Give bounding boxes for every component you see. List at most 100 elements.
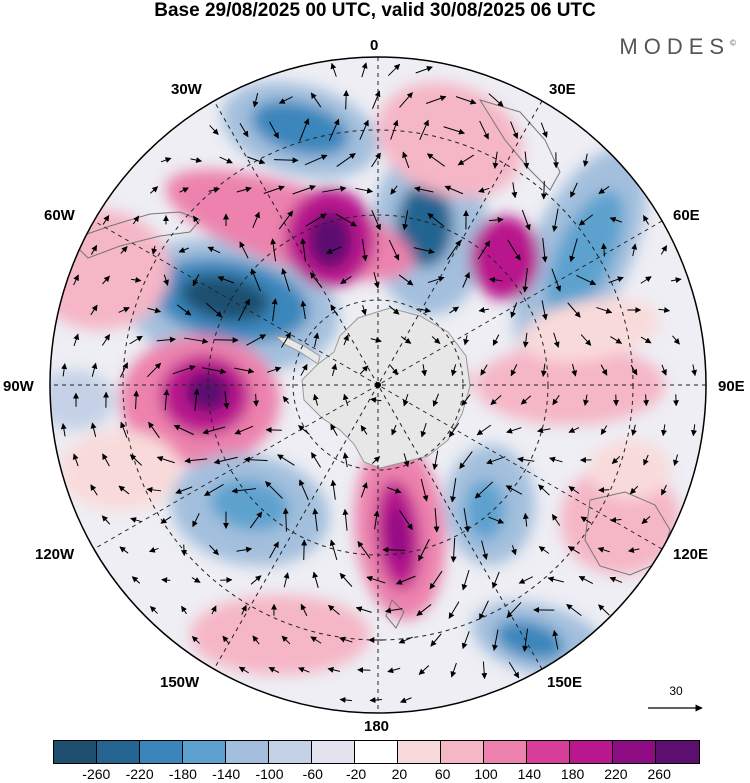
wind-vector-arrow	[448, 601, 460, 619]
colorbar-tick-label: -220	[125, 766, 154, 782]
wind-vector-arrow	[160, 516, 172, 524]
wind-vector-arrow	[282, 507, 289, 532]
wind-vector-arrow	[343, 334, 349, 346]
wind-vector-arrow	[511, 182, 518, 199]
wind-vector-arrow	[578, 575, 594, 585]
colorbar-tick-label: 180	[560, 766, 585, 782]
wind-vector-arrow	[447, 239, 461, 260]
wind-vector-arrow	[391, 424, 397, 436]
wind-vector-arrow	[538, 484, 550, 496]
colorbar-swatch	[226, 741, 269, 763]
wind-vector-arrow	[340, 275, 352, 285]
wind-vector-arrow	[90, 304, 98, 316]
wind-vector-arrow	[611, 456, 621, 465]
wind-vector-arrow	[450, 662, 457, 678]
wind-vector-arrow	[690, 424, 697, 437]
wind-vector-arrow	[598, 186, 610, 194]
wind-vector-arrow	[270, 238, 277, 262]
wind-vector-arrow	[246, 334, 267, 346]
wind-vector-arrow	[551, 208, 559, 232]
colorbar-swatch	[398, 741, 441, 763]
wind-vector-arrow	[488, 216, 504, 223]
wind-vector-arrow	[278, 96, 293, 104]
anomaly-blob	[308, 212, 352, 268]
vector-scale-label: 30	[669, 684, 683, 698]
wind-vector-arrow	[312, 571, 319, 588]
colorbar-tick-label: -60	[302, 766, 323, 782]
wind-vector-arrow	[146, 486, 162, 493]
wind-vector-arrow	[576, 275, 597, 285]
wind-vector-arrow	[491, 571, 500, 589]
colorbar-tick-label: 260	[647, 766, 671, 782]
wind-vector-arrow	[271, 298, 278, 322]
anomaly-blob	[495, 620, 565, 660]
longitude-label-150e: 150E	[547, 674, 583, 691]
brand-name: MODES	[619, 34, 731, 59]
colorbar-tick-label: -20	[345, 766, 367, 782]
wind-vector-arrow	[506, 427, 522, 434]
wind-vector-arrow	[400, 336, 412, 344]
wind-vector-arrow	[568, 486, 580, 494]
wind-vector-arrow	[193, 215, 199, 225]
wind-vector-arrow	[552, 394, 560, 406]
wind-vector-arrow	[339, 572, 353, 587]
wind-vector-arrow	[583, 394, 589, 406]
wind-vector-arrow	[643, 454, 649, 466]
wind-vector-arrow	[299, 479, 309, 501]
wind-vector-arrow	[219, 156, 233, 164]
anomaly-blob	[180, 274, 270, 322]
wind-vector-arrow	[370, 337, 382, 343]
brand-logo: MODES©	[619, 34, 736, 60]
wind-vector-arrow	[418, 539, 430, 562]
wind-vector-arrow	[241, 604, 247, 615]
wind-vector-arrow	[163, 274, 169, 286]
wind-vector-arrow	[395, 575, 416, 585]
wind-vector-arrow	[234, 367, 255, 374]
wind-vector-arrow	[120, 421, 128, 438]
south-america-coast	[69, 211, 201, 259]
wind-vector-arrow	[181, 544, 187, 557]
wind-vector-arrow	[418, 665, 430, 675]
wind-vector-arrow	[461, 569, 470, 591]
wind-vector-arrow	[300, 300, 307, 320]
wind-vector-arrow	[580, 334, 592, 346]
wind-vector-arrow	[118, 485, 130, 495]
wind-vector-arrow	[567, 546, 580, 554]
wind-vector-arrow	[102, 215, 110, 225]
longitude-label-30e: 30E	[549, 81, 576, 98]
wind-vector-arrow	[327, 666, 341, 673]
longitude-label-90e: 90E	[718, 378, 745, 395]
wind-vector-arrow	[101, 334, 111, 346]
wind-vector-arrow	[570, 182, 578, 198]
wind-vector-arrow	[609, 216, 622, 223]
wind-vector-arrow	[213, 456, 238, 465]
anomaly-blob	[210, 479, 290, 531]
wind-vector-arrow	[630, 364, 638, 376]
brand-copyright-mark: ©	[730, 38, 736, 48]
wind-vector-arrow	[305, 213, 327, 227]
wind-vector-arrow	[537, 427, 551, 434]
wind-vector-arrow	[120, 246, 128, 254]
wind-vector-arrow	[249, 511, 263, 529]
wind-vector-arrow	[217, 276, 235, 284]
wind-vector-arrow	[329, 539, 338, 561]
wind-vector-arrow	[641, 516, 651, 524]
wind-vector-arrow	[477, 240, 491, 260]
wind-vector-arrow	[151, 245, 158, 255]
wind-vector-arrow	[661, 484, 667, 496]
wind-vector-arrow	[252, 635, 260, 645]
wind-vector-arrow	[433, 507, 440, 533]
wind-vector-arrow	[571, 363, 578, 377]
wind-vector-arrow	[210, 605, 217, 615]
wind-vector-arrow	[61, 363, 68, 377]
wind-vector-arrow	[207, 246, 221, 254]
wind-vector-arrow	[73, 274, 79, 286]
wind-vector-arrow	[372, 90, 381, 110]
wind-vector-arrow	[149, 186, 159, 194]
wind-vector-arrow	[492, 151, 499, 169]
wind-vector-arrow	[416, 604, 432, 616]
wind-vector-arrow	[361, 305, 367, 316]
colorbar-tick-label: 220	[604, 766, 628, 782]
anomaly-blob	[546, 190, 624, 320]
wind-vector-arrow	[120, 362, 128, 378]
